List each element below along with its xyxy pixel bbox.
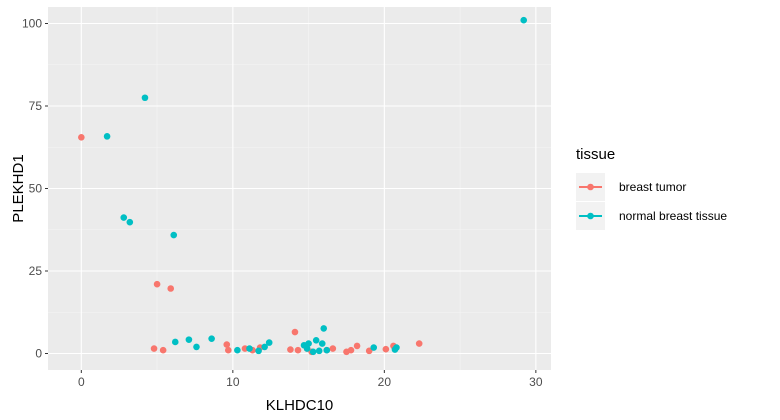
point-normal-breast-tissue <box>208 335 215 342</box>
point-normal-breast-tissue <box>320 325 328 332</box>
point-breast-tumor <box>224 346 232 354</box>
x-tick-label: 0 <box>78 375 85 389</box>
point-breast-tumor <box>329 345 337 352</box>
point-normal-breast-tissue <box>303 345 311 352</box>
point-breast-tumor <box>347 346 355 354</box>
x-tick-label: 30 <box>529 375 543 389</box>
legend-title: tissue <box>576 146 615 163</box>
point-breast-tumor <box>291 328 299 336</box>
point-normal-breast-tissue <box>315 347 323 355</box>
point-breast-tumor <box>159 346 167 354</box>
legend-label-breast-tumor: breast tumor <box>619 180 686 194</box>
x-tick-label: 10 <box>226 375 240 389</box>
point-normal-breast-tissue <box>318 340 326 347</box>
point-normal-breast-tissue <box>393 344 400 351</box>
point-breast-tumor <box>241 345 249 352</box>
legend-point-breast-tumor <box>587 183 594 191</box>
point-normal-breast-tissue <box>126 218 134 226</box>
point-normal-breast-tissue <box>312 337 320 344</box>
point-normal-breast-tissue <box>255 347 262 355</box>
point-normal-breast-tissue <box>234 346 241 354</box>
point-normal-breast-tissue <box>141 94 149 102</box>
point-normal-breast-tissue <box>309 348 317 356</box>
point-breast-tumor <box>150 345 158 352</box>
point-breast-tumor <box>287 346 294 353</box>
legend-items: breast tumor normal breast tissue <box>576 173 727 230</box>
point-breast-tumor <box>415 340 423 347</box>
grid-major <box>48 7 551 370</box>
point-normal-breast-tissue <box>370 344 378 351</box>
point-breast-tumor <box>365 347 373 355</box>
point-normal-breast-tissue <box>120 214 128 221</box>
x-axis-title: KLHDC10 <box>266 397 334 414</box>
legend-point-normal-breast-tissue <box>587 212 594 220</box>
point-normal-breast-tissue <box>520 16 528 24</box>
point-breast-tumor <box>153 280 161 288</box>
data-points <box>78 16 528 356</box>
point-breast-tumor <box>78 134 85 141</box>
y-axis-ticks: 0 25 50 75 100 <box>22 17 48 361</box>
point-breast-tumor <box>167 285 175 292</box>
point-normal-breast-tissue <box>246 345 253 352</box>
point-normal-breast-tissue <box>323 346 331 354</box>
legend: tissue breast tumor normal breast tissue <box>576 146 727 230</box>
y-axis-title: PLEKHD1 <box>10 154 27 222</box>
point-normal-breast-tissue <box>185 336 193 343</box>
y-tick-label: 25 <box>29 264 43 278</box>
y-tick-label: 0 <box>35 347 42 361</box>
point-normal-breast-tissue <box>265 339 273 346</box>
point-breast-tumor <box>382 345 390 353</box>
x-axis-ticks: 0 10 20 30 <box>78 370 543 389</box>
point-normal-breast-tissue <box>305 340 312 347</box>
point-normal-breast-tissue <box>171 338 179 346</box>
point-normal-breast-tissue <box>261 343 268 351</box>
legend-label-normal-breast-tissue: normal breast tissue <box>619 209 727 223</box>
x-tick-label: 20 <box>378 375 392 389</box>
point-normal-breast-tissue <box>193 343 200 351</box>
point-normal-breast-tissue <box>170 231 178 239</box>
point-breast-tumor <box>294 346 302 354</box>
y-tick-label: 100 <box>22 17 42 31</box>
point-breast-tumor <box>223 341 231 348</box>
y-tick-label: 50 <box>29 182 43 196</box>
point-breast-tumor <box>353 342 361 350</box>
point-normal-breast-tissue <box>103 133 111 140</box>
y-tick-label: 75 <box>29 99 43 113</box>
